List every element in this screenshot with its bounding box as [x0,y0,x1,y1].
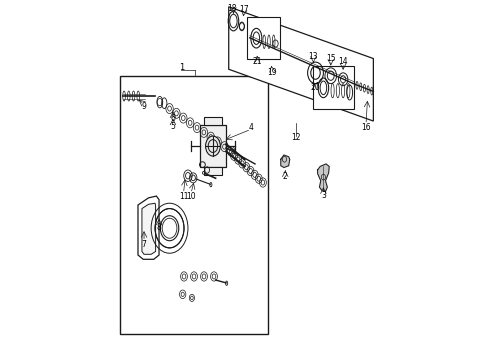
Text: 14: 14 [338,57,347,66]
Circle shape [205,136,220,156]
Text: 15: 15 [325,54,335,63]
Text: 6: 6 [170,114,175,123]
Polygon shape [228,7,373,121]
Text: 2: 2 [283,172,287,181]
Text: 3: 3 [320,190,325,199]
Text: 13: 13 [308,52,318,61]
Text: 10: 10 [185,192,195,201]
Text: 16: 16 [361,123,370,132]
Polygon shape [280,155,289,167]
Text: 17: 17 [239,5,248,14]
Bar [200,125,225,167]
Text: 5: 5 [170,122,175,131]
Text: 4: 4 [248,123,253,132]
Text: 7: 7 [142,240,146,249]
Bar [313,66,353,109]
Text: 8: 8 [156,222,161,231]
Text: 11: 11 [179,192,188,201]
Bar [203,117,222,125]
Bar [120,76,267,334]
Text: 12: 12 [290,133,300,142]
Text: 1: 1 [179,63,183,72]
Text: 18: 18 [226,4,236,13]
Text: 19: 19 [267,68,276,77]
Polygon shape [138,196,159,259]
Bar [203,167,222,175]
Text: 9: 9 [142,102,146,111]
Text: 20: 20 [310,83,320,92]
Bar [246,18,280,59]
Polygon shape [142,203,155,254]
Text: 21: 21 [252,57,262,66]
Polygon shape [317,164,328,192]
